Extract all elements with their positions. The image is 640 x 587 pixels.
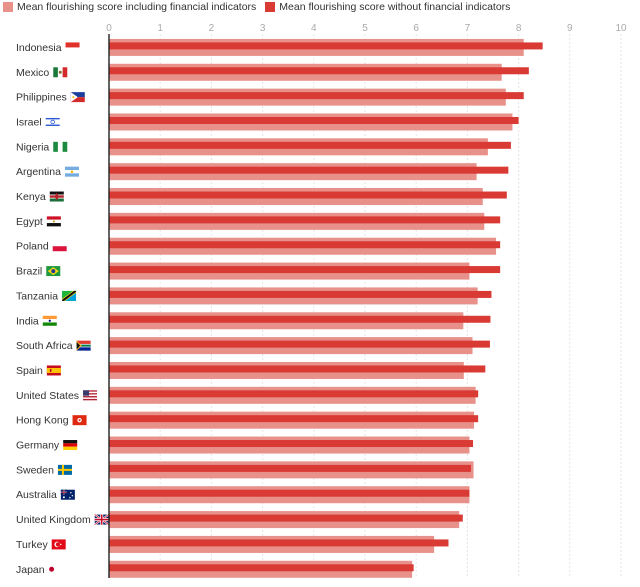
turkey-flag-icon (51, 539, 66, 550)
category-label: Egypt (16, 216, 43, 228)
x-tick-label: 6 (413, 23, 419, 34)
indonesia-flag-icon (65, 42, 80, 48)
category-label: Argentina (16, 166, 61, 178)
category-label: Turkey (16, 539, 48, 551)
category-label: Brazil (16, 266, 42, 278)
mexico-flag-icon (53, 67, 68, 78)
x-tick-label: 0 (106, 23, 112, 34)
legend-label-excl: Mean flourishing score without financial… (279, 1, 511, 13)
category-label: United States (16, 390, 79, 402)
category-label: Sweden (16, 464, 54, 476)
nigeria-flag-icon (53, 141, 68, 152)
bar-excl-hong-kong[interactable] (109, 415, 479, 423)
spain-flag-icon (46, 365, 61, 376)
legend-label-incl: Mean flourishing score including financi… (17, 1, 257, 13)
category-label: India (16, 315, 39, 327)
brazil-flag-icon (46, 266, 61, 277)
category-label: Spain (16, 365, 43, 377)
bar-excl-israel[interactable] (109, 116, 519, 124)
category-label: Poland (16, 241, 49, 253)
category-label: Kenya (16, 191, 46, 203)
category-label: Nigeria (16, 141, 49, 153)
category-label: United Kingdom (16, 514, 91, 526)
philippines-flag-icon (70, 92, 85, 103)
israel-flag-icon (45, 116, 60, 127)
bar-excl-indonesia[interactable] (109, 42, 543, 50)
category-label: Japan (16, 564, 45, 576)
bar-excl-egypt[interactable] (109, 216, 501, 224)
bar-excl-kenya[interactable] (109, 191, 507, 199)
bar-excl-poland[interactable] (109, 241, 501, 249)
bar-excl-argentina[interactable] (109, 166, 509, 174)
united-kingdom-flag-icon (94, 513, 110, 526)
hong-kong-flag-icon (72, 415, 87, 426)
category-label: Germany (16, 440, 60, 452)
tanzania-flag-icon (62, 290, 77, 301)
japan-flag-icon (49, 566, 55, 572)
x-tick-label: 3 (260, 23, 266, 34)
category-label: Tanzania (16, 290, 58, 302)
legend: Mean flourishing score including financi… (0, 0, 516, 14)
argentina-flag-icon (64, 166, 79, 177)
bar-excl-philippines[interactable] (109, 92, 524, 100)
bar-excl-south-africa[interactable] (109, 340, 490, 348)
legend-item-incl[interactable]: Mean flourishing score including financi… (3, 1, 256, 13)
bar-excl-tanzania[interactable] (109, 290, 492, 298)
bar-excl-australia[interactable] (109, 489, 470, 497)
bar-excl-united-kingdom[interactable] (109, 514, 463, 522)
bar-excl-germany[interactable] (109, 440, 474, 448)
bar-excl-sweden[interactable] (109, 464, 471, 472)
x-tick-label: 7 (465, 23, 471, 34)
category-label: Mexico (16, 67, 49, 79)
south-africa-flag-icon (76, 340, 91, 351)
india-flag-icon (42, 315, 57, 326)
australia-flag-icon (60, 489, 75, 500)
bar-excl-mexico[interactable] (109, 67, 529, 75)
sweden-flag-icon (57, 464, 72, 475)
category-label: South Africa (16, 340, 73, 352)
category-label: Australia (16, 489, 57, 501)
bar-excl-japan[interactable] (109, 564, 414, 572)
legend-swatch-excl (265, 2, 276, 12)
legend-item-excl[interactable]: Mean flourishing score without financial… (265, 1, 510, 13)
bar-excl-turkey[interactable] (109, 539, 449, 547)
bar-excl-brazil[interactable] (109, 266, 501, 274)
united-states-flag-icon (83, 390, 98, 401)
category-label: Hong Kong (16, 415, 69, 427)
x-tick-label: 1 (157, 23, 163, 34)
x-tick-label: 2 (209, 23, 215, 34)
x-tick-label: 10 (615, 23, 627, 34)
x-tick-label: 9 (567, 23, 573, 34)
bar-excl-india[interactable] (109, 315, 491, 323)
x-tick-label: 4 (311, 23, 317, 34)
bar-excl-spain[interactable] (109, 365, 486, 373)
egypt-flag-icon (46, 216, 61, 227)
category-label: Indonesia (16, 42, 62, 54)
kenya-flag-icon (49, 191, 64, 202)
poland-flag-icon (52, 246, 67, 252)
legend-swatch-incl (3, 2, 13, 12)
x-tick-label: 8 (516, 23, 522, 34)
germany-flag-icon (63, 440, 78, 451)
bar-excl-nigeria[interactable] (109, 141, 511, 149)
category-label: Israel (16, 116, 42, 128)
x-tick-label: 5 (362, 23, 368, 34)
bar-excl-united-states[interactable] (109, 390, 479, 398)
category-label: Philippines (16, 92, 67, 104)
